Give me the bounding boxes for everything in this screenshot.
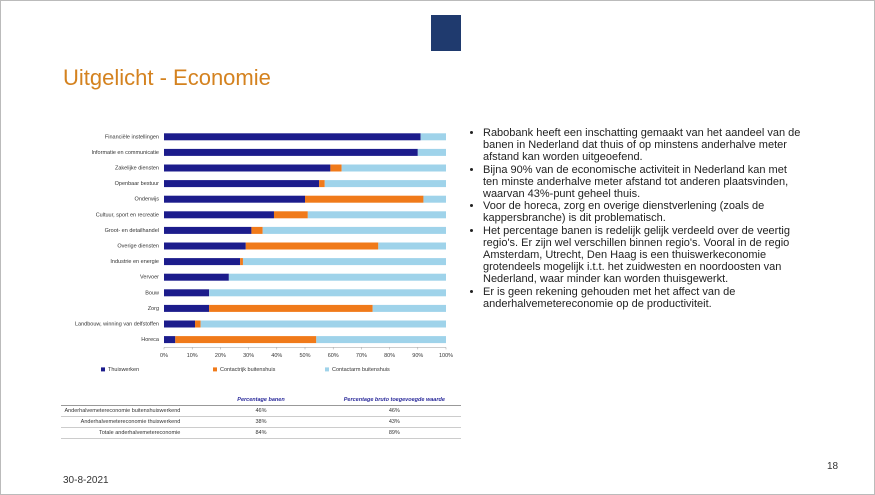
bar-segment: [324, 180, 446, 188]
y-tick-label: Cultuur, sport en recreatie: [96, 212, 159, 218]
logo: [431, 15, 461, 51]
x-tick-label: 70%: [356, 353, 367, 359]
y-tick-label: Bouw: [145, 290, 159, 296]
bar-segment: [319, 180, 325, 188]
y-tick-label: Horeca: [141, 337, 160, 343]
bar-segment: [164, 336, 176, 344]
bar-segment: [200, 320, 446, 328]
bar-segment: [164, 164, 331, 172]
bar-segment: [273, 211, 308, 219]
date: 30-8-2021: [63, 475, 109, 486]
table-header: Percentage banen Percentage bruto toegev…: [61, 395, 461, 406]
bar-segment: [242, 258, 446, 266]
table-row: Totale anderhalvemetereconomie 84% 89%: [61, 427, 461, 439]
row-label: Anderhalvemetereconomie buitenshuiswerke…: [61, 405, 195, 417]
bar-segment: [262, 226, 446, 234]
bar-segment: [164, 226, 252, 234]
bullet: Voor de horeca, zorg en overige dienstve…: [483, 200, 803, 224]
table-cell: 38%: [194, 416, 328, 428]
bar-segment: [164, 148, 418, 156]
y-tick-label: Informatie en communicatie: [91, 150, 159, 156]
bar-segment: [195, 320, 201, 328]
bar-segment: [209, 304, 373, 312]
x-tick-label: 90%: [412, 353, 423, 359]
x-tick-label: 80%: [384, 353, 395, 359]
bar-segment: [164, 320, 196, 328]
x-tick-label: 60%: [328, 353, 339, 359]
chart: 0% 10% 20% 30% 40% 50% 60% 70% 80% 90% 100% Financi…: [75, 133, 453, 373]
table-cell: 46%: [194, 405, 328, 417]
y-tick-label: Industrie en energie: [110, 259, 159, 265]
corner: [61, 395, 195, 406]
bar-segment: [175, 336, 317, 344]
bar-segment: [372, 304, 446, 312]
x-tick-label: 10%: [187, 353, 198, 359]
header-cell: Percentage banen: [194, 395, 328, 406]
y-tick-label: Onderwijs: [135, 197, 160, 203]
legend-label: Contactrijk buitenshuis: [220, 367, 276, 373]
bar-segment: [245, 242, 379, 250]
y-tick-label: Financiële instellingen: [105, 134, 159, 140]
legend-label: Contactarm buitenshuis: [332, 367, 390, 373]
legend-swatch: [325, 367, 329, 372]
bullet: Rabobank heeft een inschatting gemaakt v…: [483, 127, 803, 164]
bar-segment: [164, 304, 210, 312]
table-row: Anderhalvemetereconomie buitenshuiswerke…: [61, 405, 461, 417]
bar-segment: [164, 258, 241, 266]
table-cell: 89%: [327, 427, 461, 439]
legend-swatch: [213, 367, 217, 372]
x-tick-label: 40%: [271, 353, 282, 359]
bar-segment: [209, 289, 446, 297]
x-tick-label: 50%: [299, 353, 310, 359]
bar-segment: [164, 289, 210, 297]
row-label: Totale anderhalvemetereconomie: [61, 427, 195, 439]
bar-segment: [240, 258, 243, 266]
bar-segment: [164, 273, 229, 281]
bar-segment: [378, 242, 446, 250]
x-tick-label: 100%: [439, 353, 453, 359]
x-tick-label: 0%: [160, 353, 168, 359]
bar-segment: [420, 133, 446, 141]
bar-segment: [305, 195, 424, 203]
y-tick-label: Zakelijke diensten: [115, 165, 159, 171]
y-tick-label: Vervoer: [140, 275, 159, 281]
bar-segment: [164, 133, 421, 141]
bullet: Het percentage banen is redelijk gelijk …: [483, 225, 803, 286]
bar-segment: [164, 180, 320, 188]
x-tick-label: 20%: [215, 353, 226, 359]
x-tick-label: 30%: [243, 353, 254, 359]
legend-swatch: [101, 367, 105, 372]
bullet: Bijna 90% van de economische activiteit …: [483, 164, 803, 201]
bar-segment: [330, 164, 342, 172]
legend-label: Thuiswerken: [108, 367, 139, 373]
slide-title: Uitgelicht - Economie: [63, 65, 271, 90]
y-tick-label: Zorg: [148, 306, 159, 312]
bar-segment: [417, 148, 446, 156]
table-cell: 84%: [194, 427, 328, 439]
y-tick-label: Openbaar bestuur: [115, 181, 160, 187]
bar-segment: [341, 164, 446, 172]
page-number: 18: [827, 461, 839, 472]
bullet: Er is geen rekening gehouden met het aff…: [483, 286, 803, 310]
bar-segment: [423, 195, 446, 203]
bar-segment: [307, 211, 446, 219]
bar-segment: [164, 211, 274, 219]
bar-segment: [251, 226, 263, 234]
row-label: Anderhalvemetereconomie thuiswerkend: [61, 416, 195, 428]
header-cell: Percentage bruto toegevoegde waarde: [327, 395, 461, 406]
table-cell: 43%: [327, 416, 461, 428]
bar-segment: [316, 336, 446, 344]
bar-segment: [164, 195, 305, 203]
bar-segment: [164, 242, 246, 250]
y-tick-label: Landbouw, winning van delfstoffen: [75, 321, 159, 327]
bullet-list: Rabobank heeft een inschatting gemaakt v…: [471, 127, 803, 310]
y-tick-label: Groot- en detailhandel: [105, 228, 159, 234]
y-tick-label: Overige diensten: [117, 243, 159, 249]
bar-segment: [228, 273, 446, 281]
table-row: Anderhalvemetereconomie thuiswerkend 38% 4…: [61, 416, 461, 428]
table-cell: 46%: [327, 405, 461, 417]
summary-table: Percentage banen Percentage bruto toegev…: [61, 395, 461, 439]
